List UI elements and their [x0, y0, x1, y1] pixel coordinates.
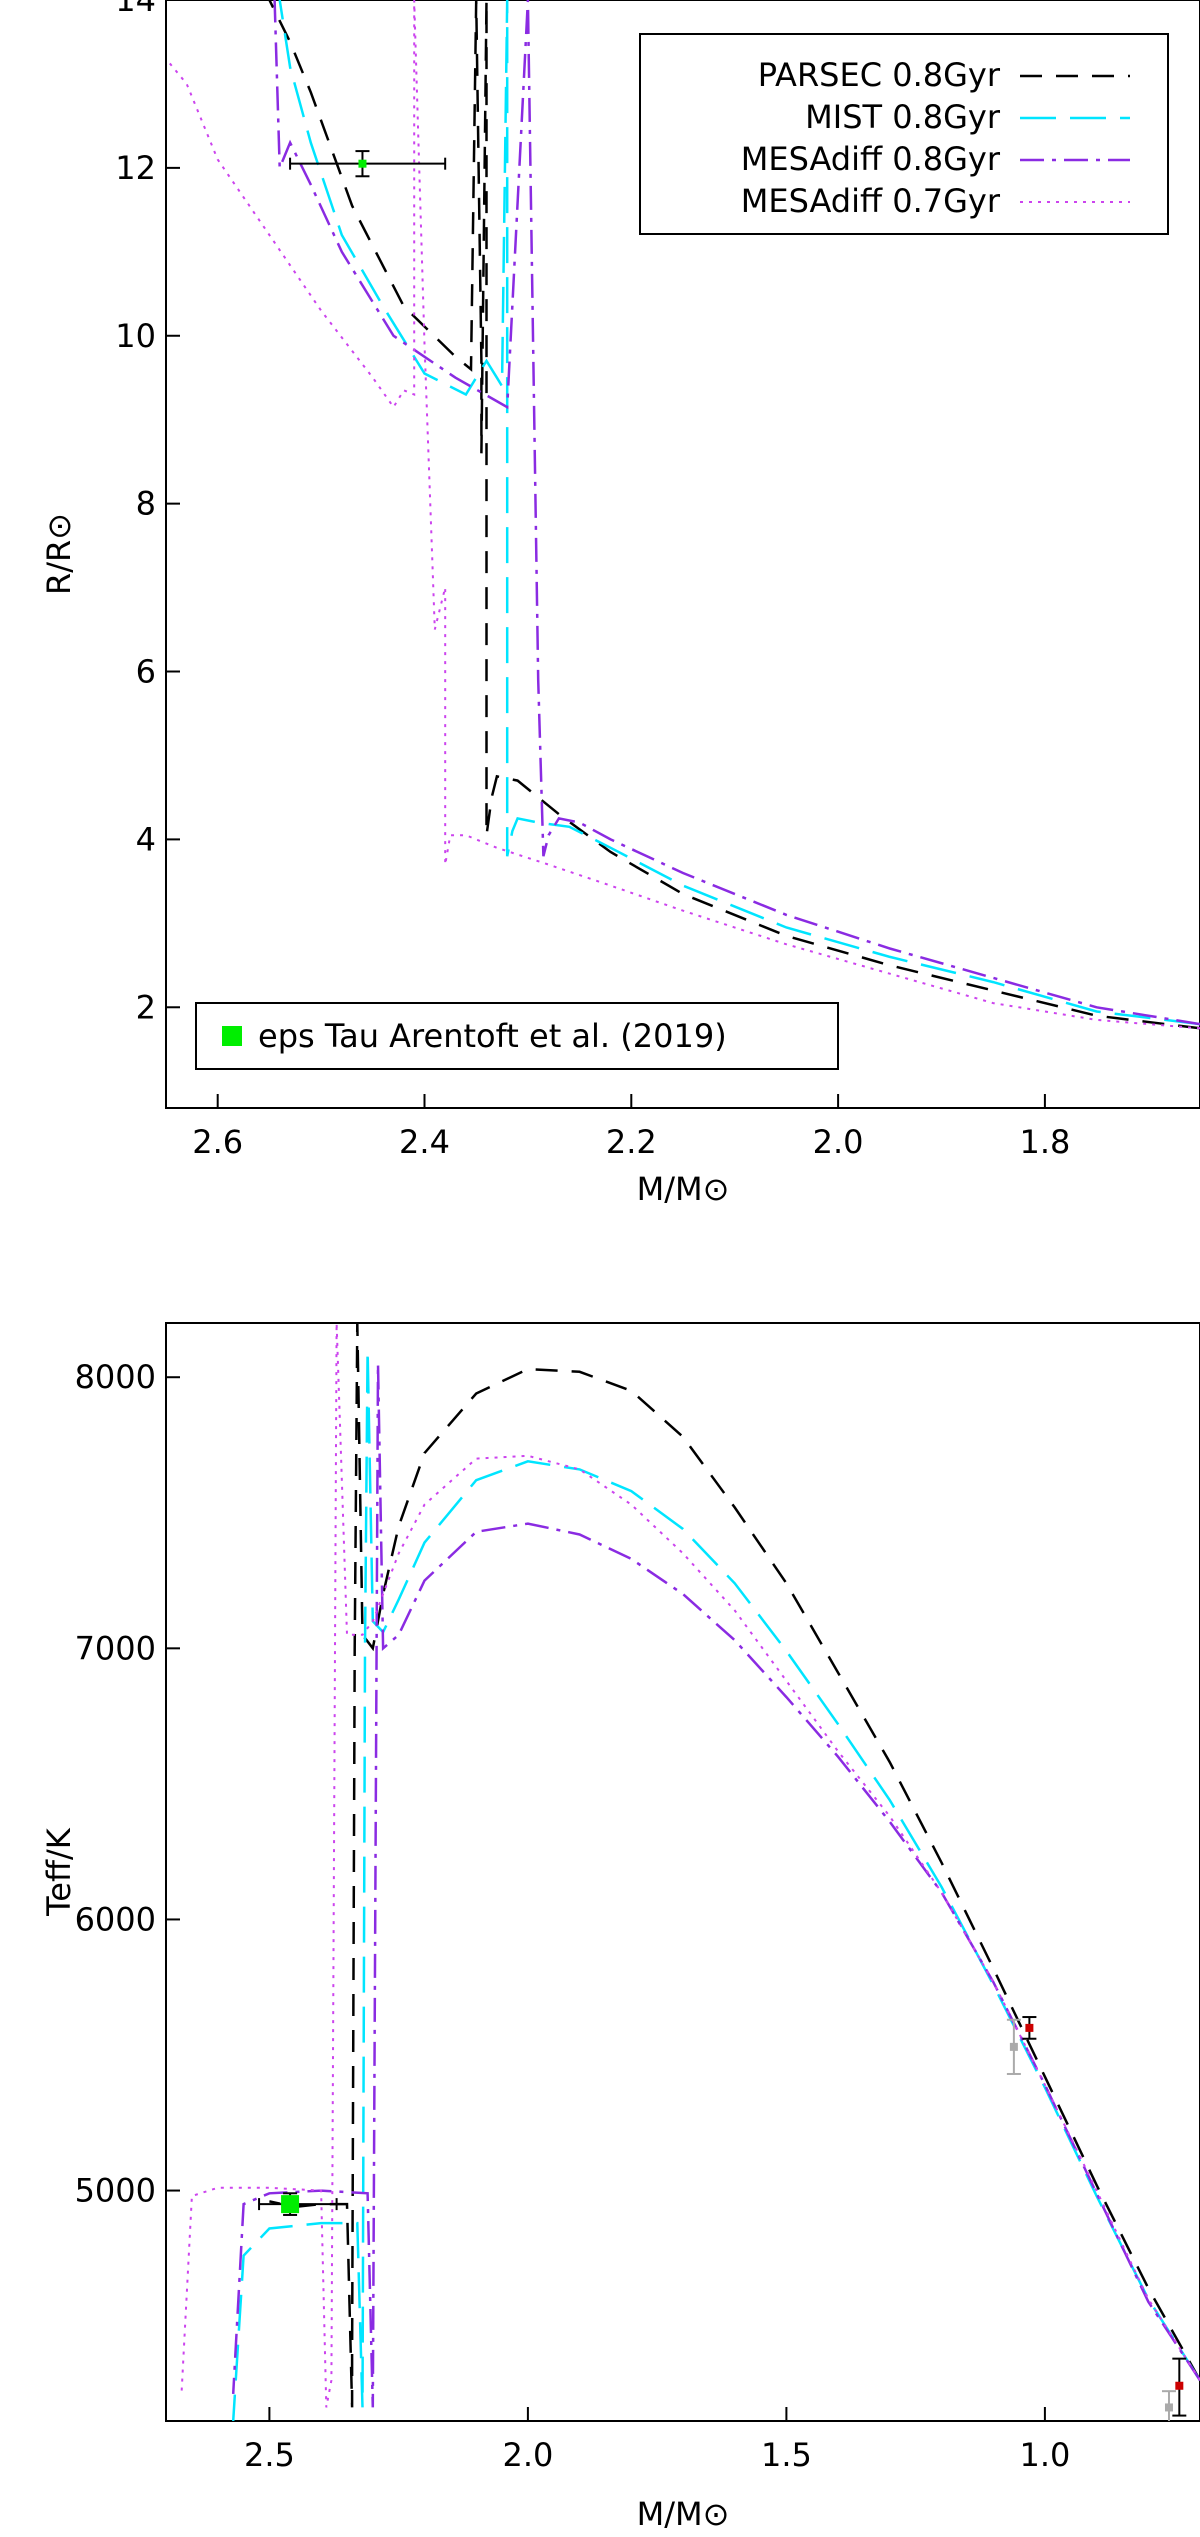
bottom-series-line-mist-0-8gyr — [231, 1350, 1200, 2421]
top-panel: 2.6 2.4 2.2 2.0 1.8 2 4 6 8 10 12 14 M/M⊙ R/R⊙ PARS… — [40, 0, 1200, 1208]
top-y-tick-label: 8 — [136, 485, 156, 523]
top-ticks: 2.6 2.4 2.2 2.0 1.8 2 4 6 8 10 12 14 — [115, 0, 1070, 1161]
bottom-data-point — [1025, 2023, 1034, 2032]
top-y-tick-label: 6 — [136, 653, 156, 691]
legend: PARSEC 0.8Gyr MIST 0.8Gyr MESAdiff 0.8Gy… — [639, 33, 1169, 235]
top-series-line-mesadiff-0-8gyr — [273, 0, 1200, 1026]
legend-label-mist: MIST 0.8Gyr — [805, 98, 1001, 136]
top-x-tick-label: 2.4 — [399, 1123, 450, 1161]
legend-label-mesadiff-08: MESAdiff 0.8Gyr — [741, 140, 1001, 178]
bottom-y-axis-title: Teff/K — [40, 1827, 78, 1917]
legend-observations-marker — [222, 1026, 242, 1046]
top-x-axis-title: M/M⊙ — [637, 1170, 730, 1208]
bottom-y-tick-label: 7000 — [75, 1629, 156, 1667]
top-series — [166, 0, 1200, 1030]
top-x-axis-title-m: M/M⊙ — [637, 1170, 730, 1208]
bottom-data-point — [1009, 2042, 1018, 2051]
bottom-points — [258, 2016, 1187, 2421]
bottom-x-tick-label: 2.0 — [502, 2436, 553, 2474]
legend-observations-label: eps Tau Arentoft et al. (2019) — [258, 1017, 727, 1055]
top-x-tick-label: 2.6 — [192, 1123, 243, 1161]
bottom-y-axis-title-t: Teff/K — [40, 1827, 78, 1917]
top-plot-frame — [165, 0, 1200, 1109]
top-points — [289, 150, 447, 178]
legend-frame — [639, 33, 1169, 235]
bottom-y-tick-label: 6000 — [75, 1900, 156, 1938]
bottom-x-axis-title: M/M⊙ — [637, 2495, 730, 2533]
top-y-axis-title-r: R/R⊙ — [40, 513, 78, 595]
bottom-y-tick-label: 5000 — [75, 2172, 156, 2210]
top-y-tick-label: 14 — [115, 0, 156, 19]
bottom-x-tick-label: 1.0 — [1019, 2436, 1070, 2474]
bottom-series-line-parsec-0-8gyr — [269, 1323, 1200, 2408]
legend-label-mesadiff-07: MESAdiff 0.7Gyr — [741, 182, 1001, 220]
top-series-line-mist-0-8gyr — [278, 0, 1200, 1026]
top-series-line-mesadiff-0-7gyr — [166, 0, 1200, 1030]
legend-label-parsec: PARSEC 0.8Gyr — [758, 56, 1001, 94]
top-y-tick-label: 2 — [136, 988, 156, 1026]
top-x-tick-label: 1.8 — [1019, 1123, 1070, 1161]
bottom-x-tick-label: 2.5 — [244, 2436, 295, 2474]
top-x-tick-label: 2.2 — [606, 1123, 657, 1161]
bottom-data-point — [1164, 2403, 1173, 2412]
bottom-x-axis-title-m: M/M⊙ — [637, 2495, 730, 2533]
bottom-panel: 2.5 2.0 1.5 1.0 5000 6000 7000 8000 M/M⊙ Teff/K — [40, 1322, 1200, 2533]
legend-observations-frame — [195, 1002, 839, 1070]
top-y-tick-label: 12 — [115, 149, 156, 187]
top-y-axis-title: R/R⊙ — [40, 513, 78, 595]
bottom-x-tick-label: 1.5 — [761, 2436, 812, 2474]
bottom-y-tick-label: 8000 — [75, 1358, 156, 1396]
bottom-data-point — [1175, 2381, 1184, 2390]
bottom-data-point — [281, 2195, 300, 2214]
bottom-ticks: 2.5 2.0 1.5 1.0 5000 6000 7000 8000 — [75, 1358, 1071, 2474]
bottom-series — [180, 1323, 1200, 2421]
top-y-tick-label: 4 — [136, 820, 156, 858]
bottom-series-line-mesadiff-0-8gyr — [231, 1363, 1200, 2408]
top-data-point — [358, 159, 367, 168]
top-y-tick-label: 10 — [115, 317, 156, 355]
legend-observations: eps Tau Arentoft et al. (2019) — [195, 1002, 839, 1070]
top-x-tick-label: 2.0 — [813, 1123, 864, 1161]
bottom-series-line-mesadiff-0-7gyr — [180, 1323, 1200, 2408]
bottom-plot-frame — [165, 1322, 1200, 2422]
